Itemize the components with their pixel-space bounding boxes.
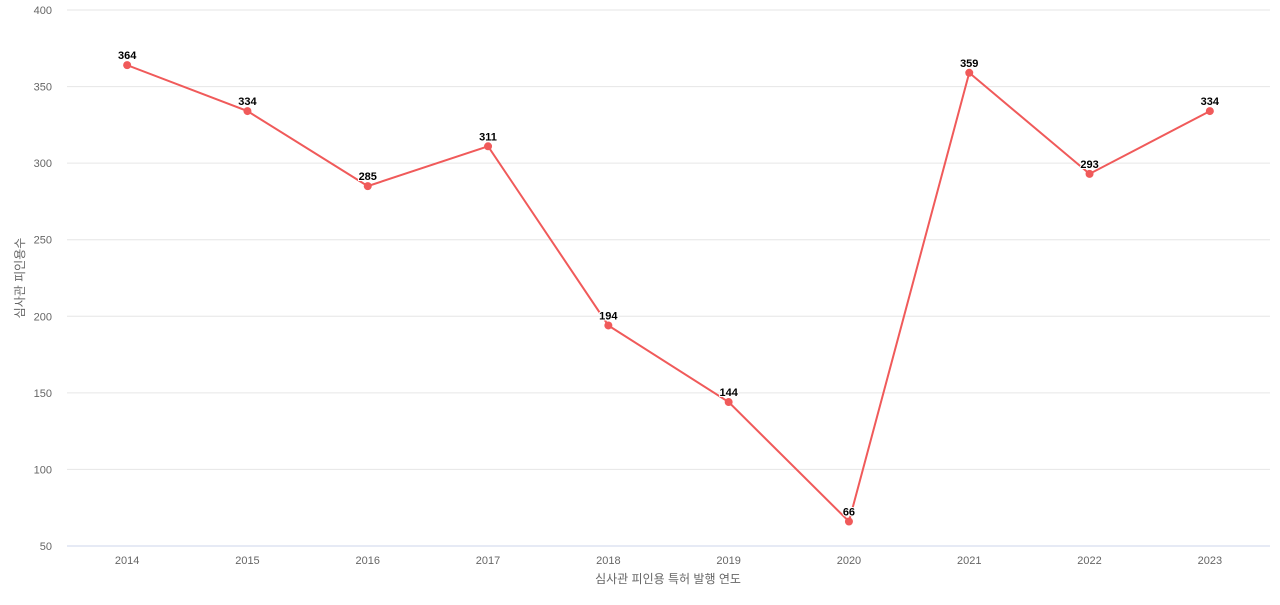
data-label: 364 [118,50,137,62]
x-tick-label: 2022 [1077,555,1101,567]
x-tick-label: 2019 [716,555,740,567]
data-label: 144 [719,387,738,399]
data-point [724,398,733,407]
x-tick-label: 2015 [235,555,259,567]
x-tick-label: 2021 [957,555,981,567]
data-point [604,321,613,330]
data-label: 66 [843,506,855,518]
y-tick-label: 400 [34,5,52,17]
data-point [844,517,853,526]
data-label: 293 [1080,159,1098,171]
x-axis-title: 심사관 피인용 특허 발행 연도 [595,571,741,586]
data-point [965,68,974,77]
data-point [363,182,372,191]
x-tick-label: 2018 [596,555,620,567]
x-tick-label: 2017 [476,555,500,567]
y-tick-label: 350 [34,82,52,94]
y-tick-label: 100 [34,464,52,476]
series-line-path [126,64,1211,524]
x-tick-label: 2020 [837,555,861,567]
data-label: 359 [960,58,978,70]
data-point [1085,169,1094,178]
data-point [1205,107,1214,116]
y-tick-label: 50 [40,541,52,553]
data-label: 194 [599,310,618,322]
data-label: 334 [238,96,257,108]
x-axis-ticks: 2014 2015 2016 2017 2018 2019 2020 2021 2022 2023 [115,555,1222,567]
x-tick-label: 2016 [356,555,380,567]
data-label: 334 [1201,96,1220,108]
data-label: 285 [359,171,377,183]
series-line [123,61,1214,526]
data-label: 311 [479,131,497,143]
data-point [123,61,132,70]
gridlines [67,9,1270,547]
data-point [243,107,252,116]
y-tick-label: 150 [34,388,52,400]
data-point [484,142,493,151]
y-tick-label: 300 [34,158,52,170]
y-axis-ticks: 50 100 150 200 250 300 350 400 [34,5,52,553]
y-tick-label: 200 [34,311,52,323]
y-axis-title: 심사관 피인용수 [13,238,27,319]
data-labels: 364 334 285 311 194 144 66 359 293 334 [117,49,1221,519]
x-tick-label: 2014 [115,555,139,567]
y-tick-label: 250 [34,235,52,247]
x-tick-label: 2023 [1198,555,1222,567]
